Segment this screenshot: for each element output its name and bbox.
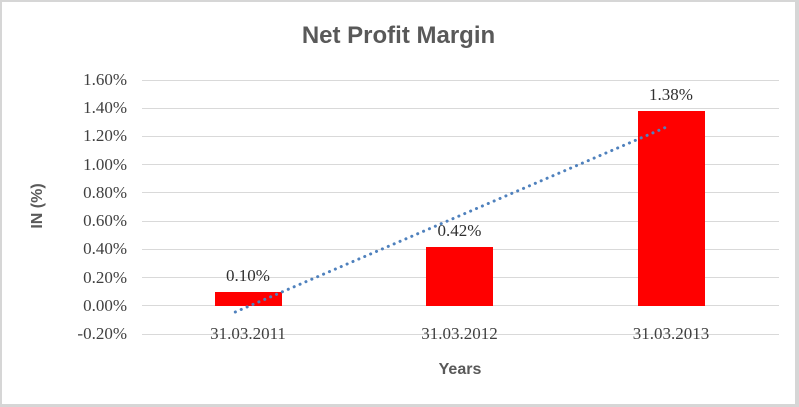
y-tick-label: 1.60%: [83, 70, 127, 89]
x-axis-title: Years: [438, 361, 482, 378]
category-label: 31.03.2012: [421, 324, 498, 343]
data-label: 0.10%: [226, 265, 270, 285]
gridline: [142, 79, 779, 81]
y-tick-label: 0.40%: [83, 239, 127, 259]
y-tick-label: 1.20%: [83, 126, 127, 146]
bar-31.03.2013: [637, 111, 705, 306]
y-tick-label: 0.60%: [83, 211, 127, 231]
y-tick-label: -0.20%: [77, 324, 127, 343]
y-tick-label: 1.40%: [83, 98, 127, 118]
y-tick-label: 0.80%: [83, 182, 127, 202]
bar-31.03.2012: [426, 246, 493, 306]
y-tick-label: 1.00%: [83, 154, 127, 174]
bar-31.03.2011: [214, 291, 282, 306]
y-tick-label: 0.00%: [83, 295, 127, 315]
y-tick-label: 0.20%: [83, 267, 127, 287]
category-label: 31.03.2011: [210, 324, 286, 343]
chart-title: Net Profit Margin: [301, 22, 496, 49]
category-label: 31.03.2013: [632, 324, 710, 343]
data-label: 1.38%: [649, 85, 693, 105]
gridline: [142, 107, 779, 109]
data-label: 0.42%: [437, 220, 482, 240]
gridline: [142, 333, 779, 335]
